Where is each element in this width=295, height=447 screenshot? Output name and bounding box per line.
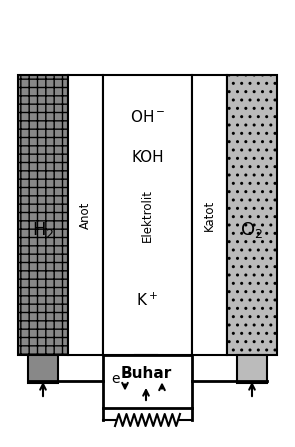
- Text: Buhar: Buhar: [120, 366, 172, 381]
- Text: Elektrolit: Elektrolit: [141, 189, 154, 241]
- Text: e$^-$: e$^-$: [111, 372, 131, 387]
- Bar: [227, 75, 277, 355]
- Text: O$_2$: O$_2$: [240, 220, 263, 240]
- Bar: [103, 355, 192, 408]
- Bar: [68, 75, 103, 355]
- Text: Katot: Katot: [203, 199, 216, 231]
- Bar: [18, 75, 68, 355]
- Bar: [103, 75, 192, 355]
- Bar: [28, 355, 58, 383]
- Text: H$_2$: H$_2$: [32, 220, 54, 240]
- Text: OH$^-$: OH$^-$: [130, 109, 165, 125]
- Text: K$^+$: K$^+$: [137, 291, 158, 308]
- Text: KOH: KOH: [131, 149, 164, 164]
- Bar: [237, 355, 267, 383]
- Bar: [192, 75, 227, 355]
- Bar: [135, 355, 157, 393]
- Text: Anot: Anot: [79, 201, 92, 229]
